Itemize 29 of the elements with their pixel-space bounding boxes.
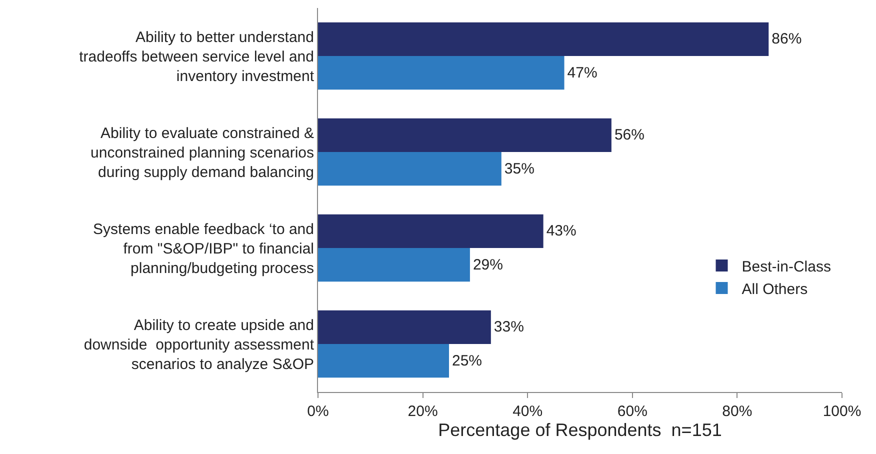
bar — [318, 118, 612, 152]
data-label: 35% — [504, 160, 534, 178]
x-tick-label: 20% — [408, 403, 438, 420]
x-axis-title: Percentage of Respondents n=151 — [438, 420, 722, 440]
data-label: 86% — [772, 30, 802, 48]
data-label: 56% — [614, 126, 644, 144]
x-tick-label: 100% — [822, 403, 862, 420]
bar — [318, 152, 502, 186]
legend-label: All Others — [742, 280, 808, 298]
bar — [318, 344, 449, 378]
y-tick-label: Ability to evaluate constrained & unconstrained planning scenarios during supply demand balancing — [90, 124, 314, 181]
bar — [318, 310, 491, 344]
x-tick-label: 0% — [307, 403, 329, 420]
x-tick-label: 40% — [512, 403, 543, 420]
legend-label: Best-in-Class — [742, 258, 831, 276]
bar — [318, 248, 470, 282]
data-label: 29% — [472, 256, 503, 274]
bar — [318, 56, 564, 90]
bar — [318, 22, 769, 56]
y-tick-label: Ability to better understand tradeoffs between service level and inventory investment — [79, 28, 315, 85]
data-label: 33% — [494, 318, 524, 336]
bar — [318, 214, 544, 248]
y-tick-label: Systems enable feedback ‘to and from "S&OP/IBP" to financial planning/budgeting process — [93, 220, 314, 277]
x-tick-label: 80% — [722, 403, 752, 420]
data-label: 25% — [452, 352, 482, 370]
y-tick-label: Ability to create upside and downside opportunity assessment scenarios to analyze S&OP — [84, 316, 315, 373]
x-tick-label: 60% — [617, 403, 648, 420]
data-label: 47% — [567, 64, 598, 82]
data-label: 43% — [546, 222, 576, 240]
